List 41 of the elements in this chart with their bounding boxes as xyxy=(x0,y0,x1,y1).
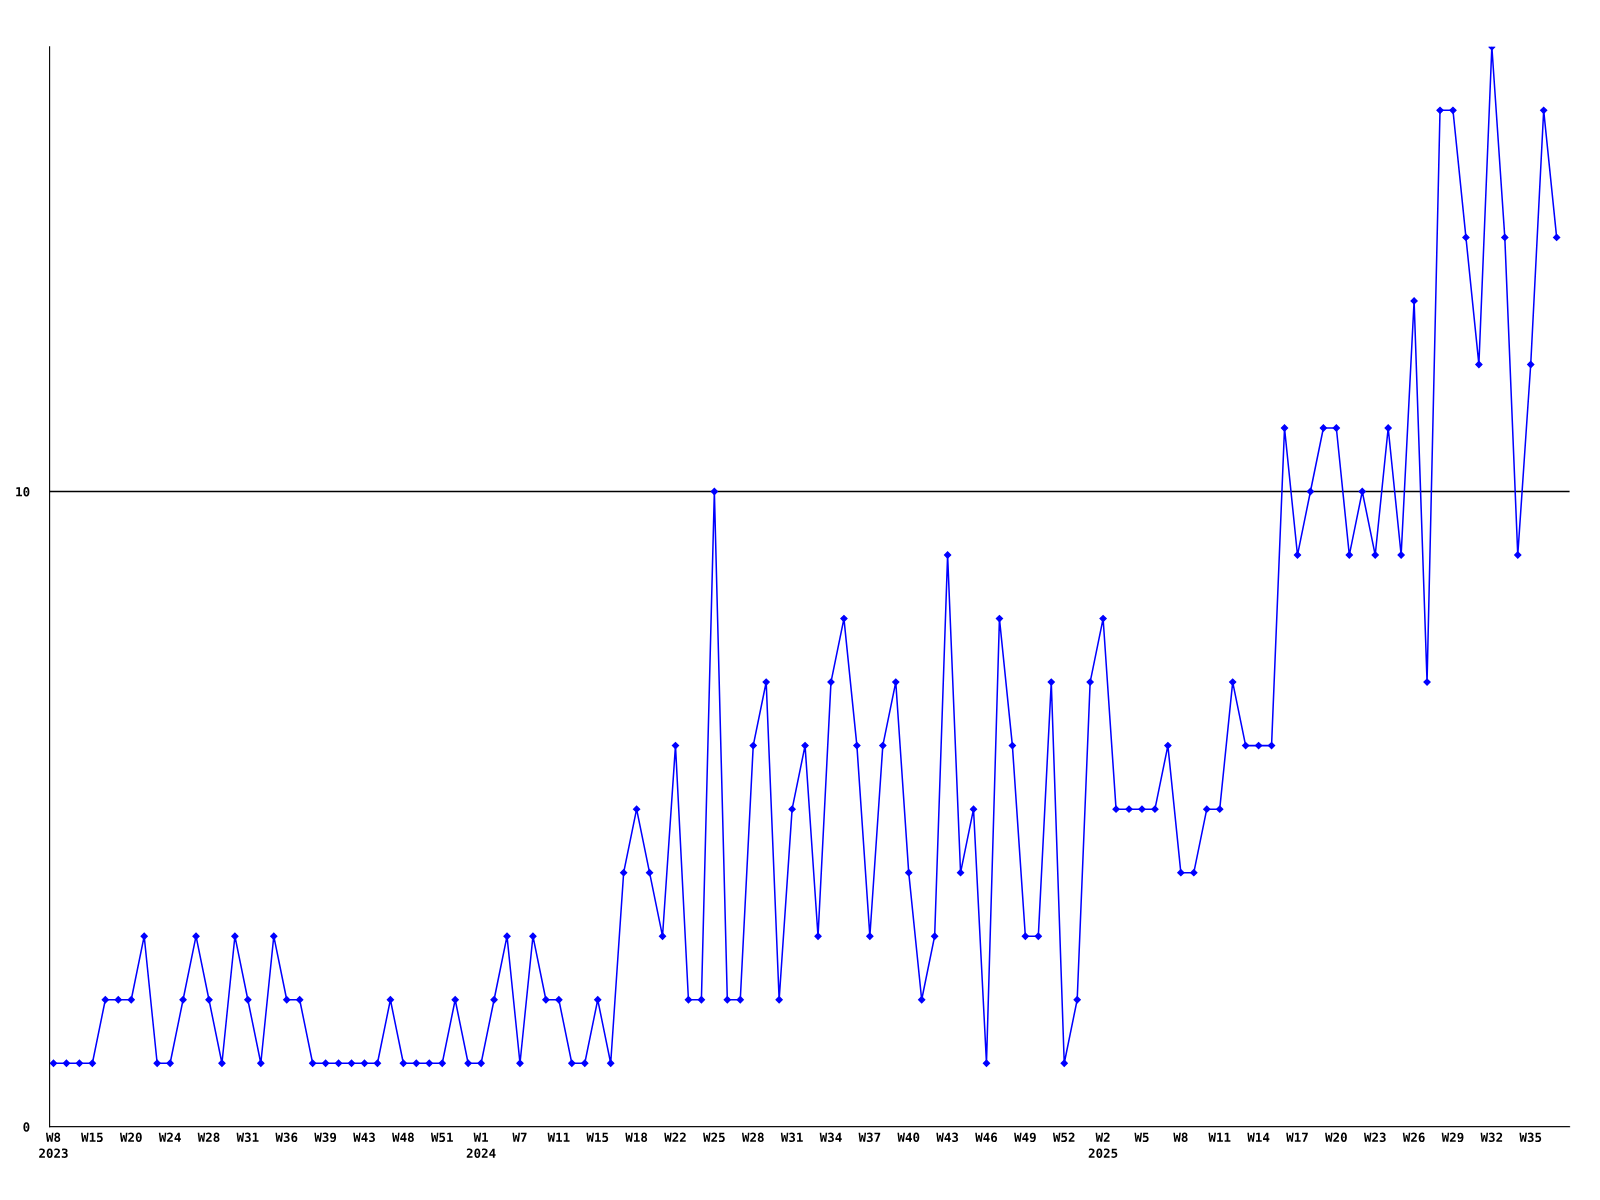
x-tick-label: W37 xyxy=(858,1132,881,1143)
x-tick-label: W32 xyxy=(1480,1132,1503,1143)
x-tick-label: W35 xyxy=(1519,1132,1542,1143)
x-tick-label: W8 xyxy=(1173,1132,1188,1143)
x-tick-label: W31 xyxy=(780,1132,803,1143)
x-tick-label: W29 xyxy=(1441,1132,1464,1143)
x-tick-label: W31 xyxy=(236,1132,259,1143)
y-tick-label: 0 xyxy=(23,1122,30,1132)
x-tick-label: W14 xyxy=(1247,1132,1270,1142)
x-tick-label: W46 xyxy=(975,1132,998,1143)
x-tick-label: W43 xyxy=(936,1132,959,1143)
x-tick-label: W52 xyxy=(1052,1132,1075,1143)
x-tick-label: W48 xyxy=(392,1132,414,1143)
x-tick-label: W24 xyxy=(158,1132,181,1142)
y-tick-label: 10 xyxy=(16,486,30,497)
x-tick-label: W11 xyxy=(547,1132,570,1142)
x-tick-label: W25 xyxy=(703,1132,725,1143)
x-tick-label: W17 xyxy=(1286,1132,1308,1142)
x-tick-label: W43 xyxy=(353,1132,375,1143)
x-tick-label: W1 2024 xyxy=(466,1132,496,1158)
x-tick-label: W51 xyxy=(430,1132,453,1143)
x-tick-label: W22 xyxy=(664,1132,686,1142)
x-tick-label: W20 xyxy=(119,1132,142,1143)
x-tick-label: W23 xyxy=(1363,1132,1386,1143)
x-tick-label: W36 xyxy=(275,1132,298,1143)
x-tick-label: W28 xyxy=(197,1132,220,1143)
x-tick-label: W5 xyxy=(1134,1132,1149,1143)
x-tick-label: W26 xyxy=(1402,1132,1425,1143)
x-tick-label: W7 xyxy=(512,1132,527,1142)
x-tick-label: W15 xyxy=(81,1132,103,1143)
x-tick-label: W28 xyxy=(741,1132,764,1143)
x-tick-label: W15 xyxy=(586,1132,609,1143)
x-tick-label: W40 xyxy=(897,1132,920,1143)
x-tick-label: W8 2023 xyxy=(39,1132,68,1158)
x-tick-label: W34 xyxy=(819,1132,842,1143)
x-tick-label: W49 xyxy=(1014,1132,1036,1143)
x-tick-label: W18 xyxy=(625,1132,648,1143)
x-tick-label: W39 xyxy=(314,1132,337,1143)
x-tick-label: W2 2025 xyxy=(1088,1132,1118,1158)
x-tick-label: W20 xyxy=(1325,1132,1347,1143)
x-tick-label: W11 xyxy=(1208,1132,1231,1142)
